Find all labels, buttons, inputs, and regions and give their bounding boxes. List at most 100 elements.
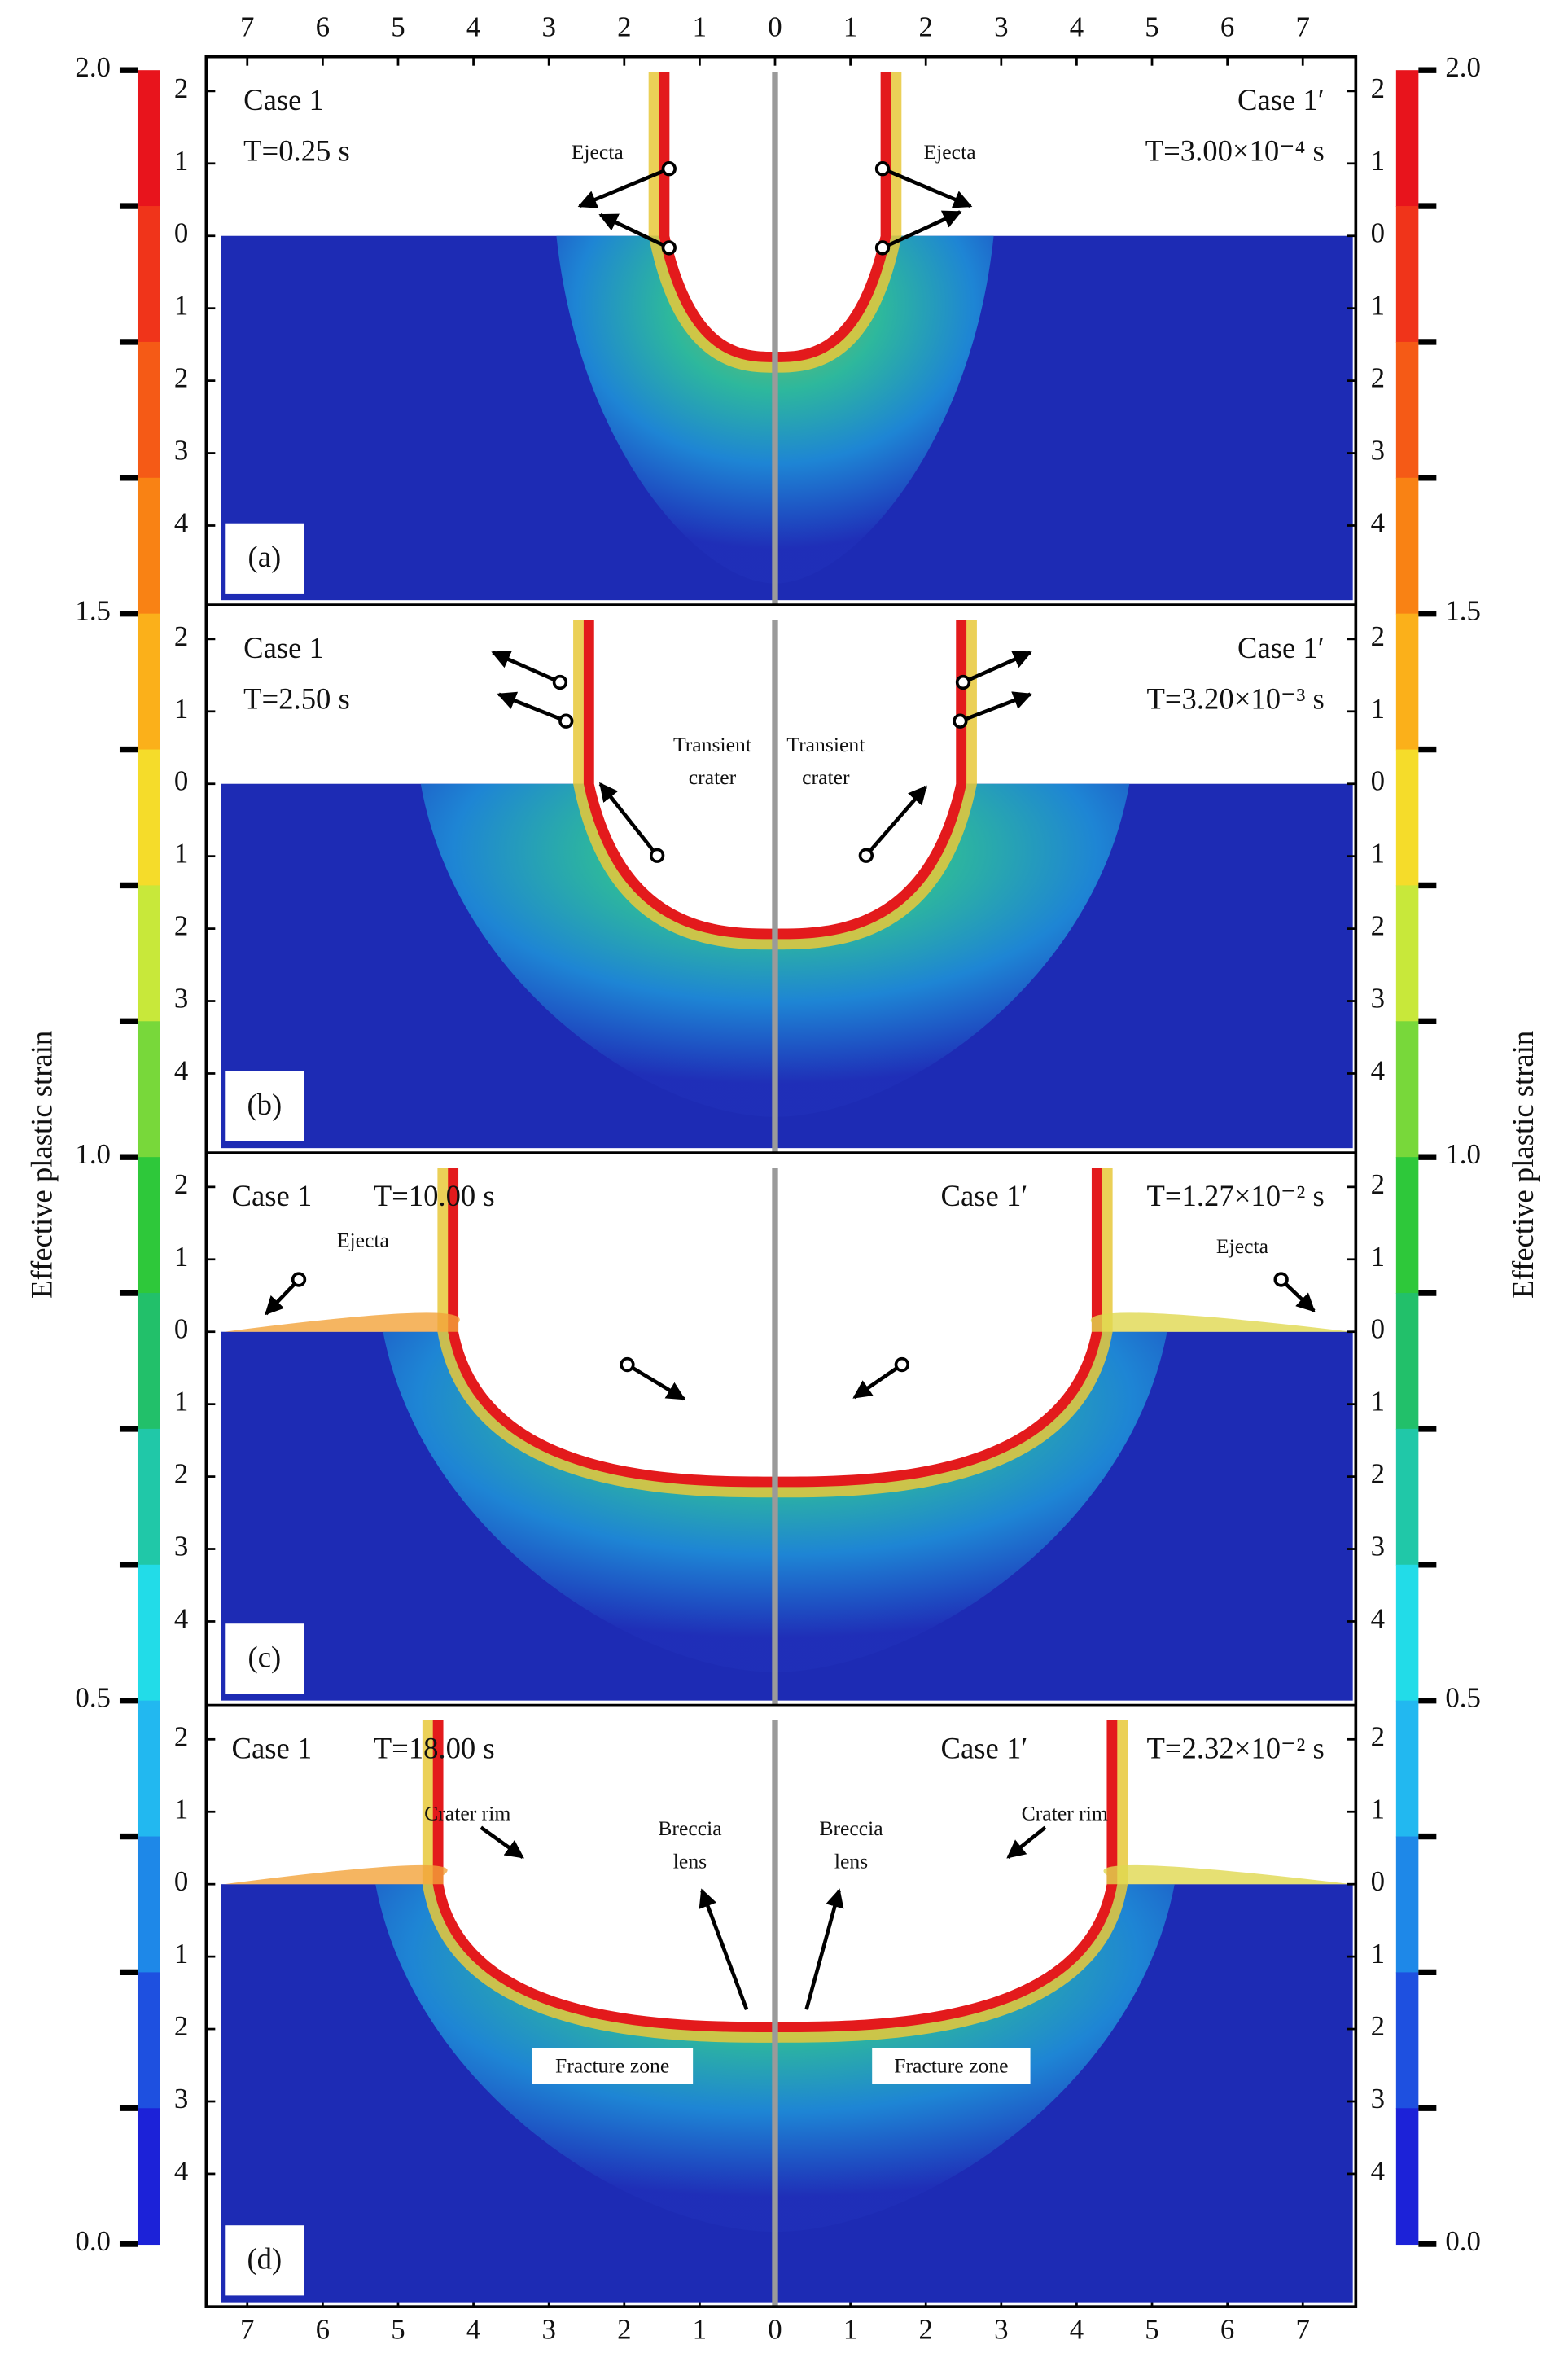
arrow-origin (874, 161, 891, 177)
y-tick-label: 2 (1371, 620, 1385, 652)
x-tick-label: 3 (541, 2313, 555, 2345)
y-tick-label: 2 (174, 362, 188, 394)
panel-tag: (d) (247, 2242, 282, 2276)
y-tick-label: 0 (1371, 1313, 1385, 1345)
arrow-origin (649, 848, 665, 863)
colorbar-band (137, 1293, 160, 1430)
colorbar-band (1395, 70, 1419, 207)
arrow (577, 167, 670, 208)
annotation: Ejecta (1216, 1234, 1269, 1258)
y-tick-label: 3 (1371, 983, 1385, 1014)
y-tick-label: 1 (174, 1241, 188, 1273)
panel-tag-box (223, 1069, 306, 1143)
x-tick-label: 7 (1296, 11, 1310, 43)
x-tick-label: 5 (391, 11, 405, 43)
x-tick-label: 4 (466, 11, 480, 43)
annotation: crater (802, 765, 850, 789)
colorbar-band (1395, 206, 1419, 343)
colorbar-band (1395, 1564, 1419, 1702)
annotation: Ejecta (572, 140, 624, 164)
x-tick-label: 1 (693, 2313, 707, 2345)
time-label: T=2.32×10⁻² s (1147, 1731, 1325, 1764)
annotation: crater (689, 765, 737, 789)
colorbar-band (137, 613, 160, 751)
arrow (265, 1277, 300, 1316)
x-tick-label: 3 (541, 11, 555, 43)
y-tick-label: 1 (1371, 290, 1385, 322)
case-label: Case 1 (232, 1731, 313, 1764)
time-label: T=18.00 s (374, 1731, 495, 1764)
colorbar-band (1395, 1972, 1419, 2110)
case-label: Case 1′ (1237, 631, 1325, 664)
y-tick-label: 1 (1371, 838, 1385, 870)
arrow-origin (953, 713, 968, 729)
panel (206, 72, 1356, 607)
x-tick-label: 5 (1145, 11, 1158, 43)
y-tick-label: 1 (1371, 1241, 1385, 1273)
x-tick-label: 6 (1220, 11, 1234, 43)
y-tick-label: 2 (1371, 910, 1385, 942)
x-tick-label: 2 (918, 2313, 932, 2345)
y-tick-label: 3 (1371, 1531, 1385, 1562)
arrow (865, 785, 927, 857)
frame (204, 55, 1358, 2308)
arrow (491, 651, 561, 685)
y-tick-label: 3 (1371, 2083, 1385, 2114)
x-tick-label: 7 (1296, 2313, 1310, 2345)
x-tick-label: 5 (1145, 2313, 1158, 2345)
arrow-origin (661, 240, 677, 256)
case-label: Case 1 (232, 1179, 313, 1212)
y-tick-label: 4 (174, 1054, 188, 1086)
arrow (480, 1825, 524, 1860)
time-label: T=2.50 s (243, 681, 350, 715)
colorbar-band (1395, 477, 1419, 615)
time-label: T=10.00 s (374, 1179, 495, 1212)
colorbar-label: Effective plastic strain (1506, 1031, 1540, 1299)
arrow (598, 213, 670, 250)
y-tick-label: 4 (174, 1602, 188, 1634)
colorbar-band (137, 1021, 160, 1159)
annotation: Crater rim (424, 1802, 510, 1825)
x-tick-label: 4 (466, 2313, 480, 2345)
colorbar-band (137, 70, 160, 207)
x-tick-label: 6 (1220, 2313, 1234, 2345)
y-tick-label: 4 (1371, 2155, 1385, 2187)
panel-tag-box (223, 1622, 306, 1696)
arrow (959, 691, 1032, 723)
y-tick-label: 2 (174, 910, 188, 942)
y-tick-label: 0 (174, 765, 188, 797)
colorbar-band (137, 1564, 160, 1702)
colorbar-tick-label: 0.5 (1445, 1682, 1481, 1714)
x-tick-label: 2 (617, 2313, 631, 2345)
y-tick-label: 2 (1371, 1720, 1385, 1752)
colorbar-label: Effective plastic strain (25, 1031, 59, 1299)
y-tick-label: 2 (174, 620, 188, 652)
colorbar-tick-label: 0.0 (75, 2225, 111, 2257)
colorbar-band (1395, 341, 1419, 479)
case-label: Case 1 (243, 631, 324, 664)
annotation: lens (673, 1849, 707, 1873)
arrow (1280, 1277, 1316, 1312)
colorbar-band (1395, 1428, 1419, 1566)
y-tick-label: 1 (1371, 145, 1385, 177)
y-tick-label: 2 (1371, 1458, 1385, 1490)
y-tick-label: 2 (1371, 1168, 1385, 1200)
colorbar-band (1395, 885, 1419, 1023)
colorbar-band (137, 1972, 160, 2110)
colorbar-band (1395, 1021, 1419, 1159)
colorbar-band (1395, 1157, 1419, 1294)
ejecta-blanket (1103, 1864, 1351, 1885)
panel (206, 620, 1356, 1155)
colorbar-tick-label: 0.5 (75, 1682, 111, 1714)
colorbar-tick-label: 1.5 (1445, 595, 1481, 627)
x-tick-label: 7 (240, 11, 254, 43)
y-tick-label: 2 (1371, 2010, 1385, 2042)
annotation: Fracture zone (555, 2054, 669, 2078)
y-tick-label: 0 (1371, 217, 1385, 249)
y-tick-label: 0 (174, 217, 188, 249)
colorbar-band (1395, 613, 1419, 751)
colorbar-band (137, 1157, 160, 1294)
y-tick-label: 1 (174, 693, 188, 725)
arrow-origin (858, 848, 874, 863)
colorbar-band (137, 1428, 160, 1566)
